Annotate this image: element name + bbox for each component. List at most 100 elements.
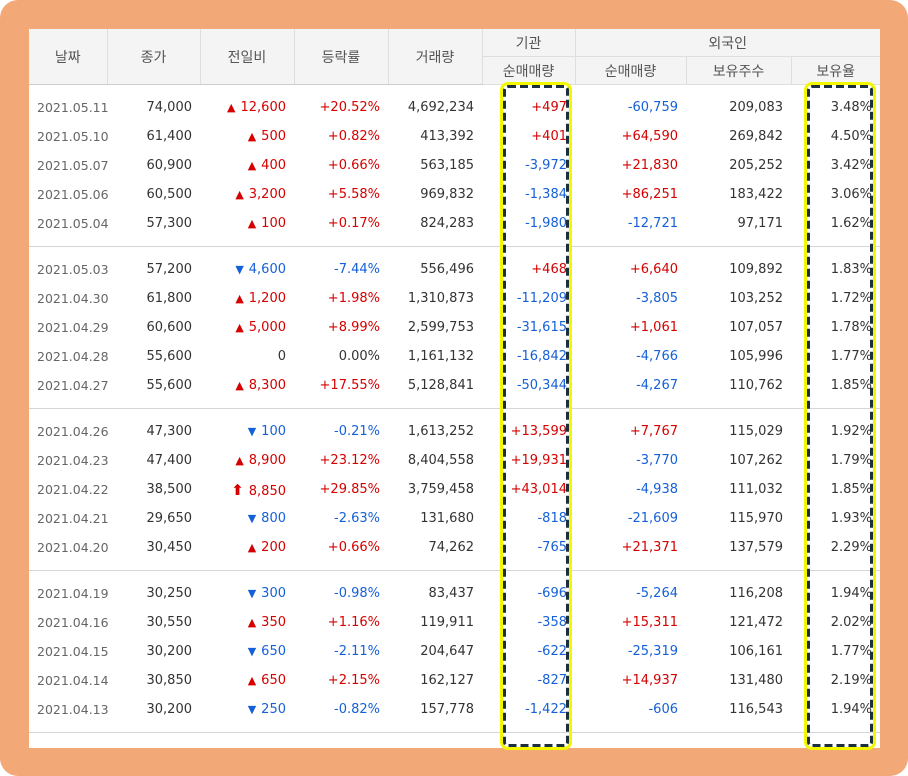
- foreign-net-cell: +86,251: [621, 187, 678, 202]
- holdings-cell: 121,472: [729, 615, 783, 630]
- close-cell: 30,850: [146, 673, 193, 688]
- foreign-net-cell: -3,805: [636, 291, 678, 306]
- table-row: 2021.05.10 61,400 ▲ 500 +0.82% 413,392 +401 +64…: [29, 122, 880, 151]
- table-row: 2021.04.19 30,250 ▼ 300 -0.98% 83,437 -696 -5,2…: [29, 579, 880, 608]
- foreign-net-cell: -60,759: [627, 100, 678, 115]
- date-cell: 2021.05.03: [37, 262, 109, 277]
- volume-cell: 162,127: [420, 673, 474, 688]
- rate-cell: +0.17%: [327, 216, 380, 231]
- change-value: 800: [261, 511, 286, 526]
- table-row: 2021.04.13 30,200 ▼ 250 -0.82% 157,778 -1,422 -…: [29, 695, 880, 724]
- header-inst-net: 순매매량: [482, 56, 576, 85]
- header-institution: 기관: [482, 29, 576, 57]
- holdings-cell: 97,171: [737, 216, 784, 231]
- foreign-net-cell: -606: [648, 702, 678, 717]
- change-cell: ▲ 350: [200, 608, 294, 637]
- up-triangle-icon: ▲: [247, 159, 257, 172]
- foreign-net-cell: -21,609: [627, 511, 678, 526]
- inst-net-cell: -16,842: [516, 349, 567, 364]
- up-triangle-icon: ▲: [235, 188, 244, 201]
- rate-cell: +5.58%: [327, 187, 380, 202]
- volume-cell: 119,911: [420, 615, 474, 630]
- holdings-cell: 115,029: [729, 424, 783, 439]
- close-cell: 30,450: [146, 540, 193, 555]
- rate-cell: -2.11%: [334, 644, 380, 659]
- rate-cell: +8.99%: [327, 320, 380, 335]
- close-cell: 38,500: [146, 482, 193, 497]
- change-value: 200: [261, 540, 286, 555]
- volume-cell: 413,392: [420, 129, 474, 144]
- inst-net-cell: +13,599: [510, 424, 567, 439]
- table-row: 2021.05.11 74,000 ▲ 12,600 +20.52% 4,692,234 +…: [29, 93, 880, 122]
- change-value: 300: [261, 586, 286, 601]
- table-body: 2021.05.11 74,000 ▲ 12,600 +20.52% 4,692,234 +…: [29, 85, 880, 733]
- holdings-cell: 115,970: [729, 511, 783, 526]
- group-spacer: [29, 247, 880, 256]
- ownership-cell: 1.72%: [830, 291, 872, 306]
- up-triangle-icon: ▲: [235, 292, 244, 305]
- table-row: 2021.04.23 47,400 ▲ 8,900 +23.12% 8,404,558 +1…: [29, 446, 880, 475]
- change-cell: ▲ 1,200: [200, 284, 294, 313]
- ownership-cell: 1.79%: [830, 453, 872, 468]
- header-holdings: 보유주수: [686, 56, 792, 85]
- holdings-cell: 183,422: [729, 187, 783, 202]
- header-foreign: 외국인: [575, 29, 880, 57]
- ownership-cell: 1.77%: [830, 644, 872, 659]
- foreign-net-cell: +15,311: [621, 615, 678, 630]
- change-cell: ▲ 8,300: [200, 371, 294, 400]
- close-cell: 30,250: [146, 586, 193, 601]
- date-cell: 2021.04.22: [37, 482, 109, 497]
- divider-cell: [29, 570, 880, 571]
- table-header: 날짜 종가 전일비 등락률 거래량 기관 외국인 순매매량 순매매량 보유주수 …: [29, 29, 880, 85]
- volume-cell: 5,128,841: [407, 378, 474, 393]
- change-cell: 0: [200, 342, 294, 371]
- ownership-cell: 1.83%: [830, 262, 872, 277]
- header-change: 전일비: [200, 29, 295, 85]
- up-triangle-icon: ▲: [247, 217, 257, 230]
- change-value: 650: [261, 673, 286, 688]
- ownership-cell: 1.94%: [830, 586, 872, 601]
- close-cell: 61,400: [146, 129, 193, 144]
- date-cell: 2021.04.15: [37, 644, 109, 659]
- date-cell: 2021.04.28: [37, 349, 109, 364]
- rate-cell: +0.82%: [327, 129, 380, 144]
- spacer-cell: [29, 562, 880, 570]
- date-cell: 2021.04.14: [37, 673, 109, 688]
- foreign-net-cell: -4,267: [636, 378, 678, 393]
- down-triangle-icon: ▼: [247, 703, 257, 716]
- ownership-cell: 1.85%: [830, 482, 872, 497]
- foreign-net-cell: +6,640: [629, 262, 678, 277]
- close-cell: 60,900: [146, 158, 193, 173]
- date-cell: 2021.05.06: [37, 187, 109, 202]
- rate-cell: -0.82%: [334, 702, 380, 717]
- rate-cell: +20.52%: [319, 100, 380, 115]
- group-spacer: [29, 571, 880, 580]
- header-close: 종가: [107, 29, 201, 85]
- foreign-net-cell: +14,937: [621, 673, 678, 688]
- header-ownership: 보유율: [791, 56, 880, 85]
- change-value: 8,300: [248, 378, 286, 393]
- ownership-cell: 2.29%: [830, 540, 872, 555]
- holdings-cell: 131,480: [729, 673, 783, 688]
- inst-net-cell: -622: [537, 644, 567, 659]
- group-spacer: [29, 85, 880, 94]
- investor-trading-table: 날짜 종가 전일비 등락률 거래량 기관 외국인 순매매량 순매매량 보유주수 …: [29, 29, 880, 733]
- rate-cell: -7.44%: [334, 262, 380, 277]
- ownership-cell: 2.02%: [830, 615, 872, 630]
- ownership-cell: 1.93%: [830, 511, 872, 526]
- volume-cell: 1,613,252: [407, 424, 474, 439]
- rate-cell: -0.21%: [334, 424, 380, 439]
- date-cell: 2021.04.19: [37, 586, 109, 601]
- close-cell: 29,650: [146, 511, 193, 526]
- table-row: 2021.04.16 30,550 ▲ 350 +1.16% 119,911 -358 +15…: [29, 608, 880, 637]
- group-divider: [29, 246, 880, 247]
- change-cell: ▼ 300: [200, 579, 294, 608]
- rate-cell: +23.12%: [319, 453, 380, 468]
- table-row: 2021.05.04 57,300 ▲ 100 +0.17% 824,283 -1,980 -…: [29, 209, 880, 238]
- table-row: 2021.04.20 30,450 ▲ 200 +0.66% 74,262 -765 +21,…: [29, 533, 880, 562]
- table-row: 2021.04.26 47,300 ▼ 100 -0.21% 1,613,252 +13,5…: [29, 417, 880, 446]
- inst-net-cell: -1,384: [525, 187, 567, 202]
- inst-net-cell: +43,014: [510, 482, 567, 497]
- spacer-cell: [29, 238, 880, 246]
